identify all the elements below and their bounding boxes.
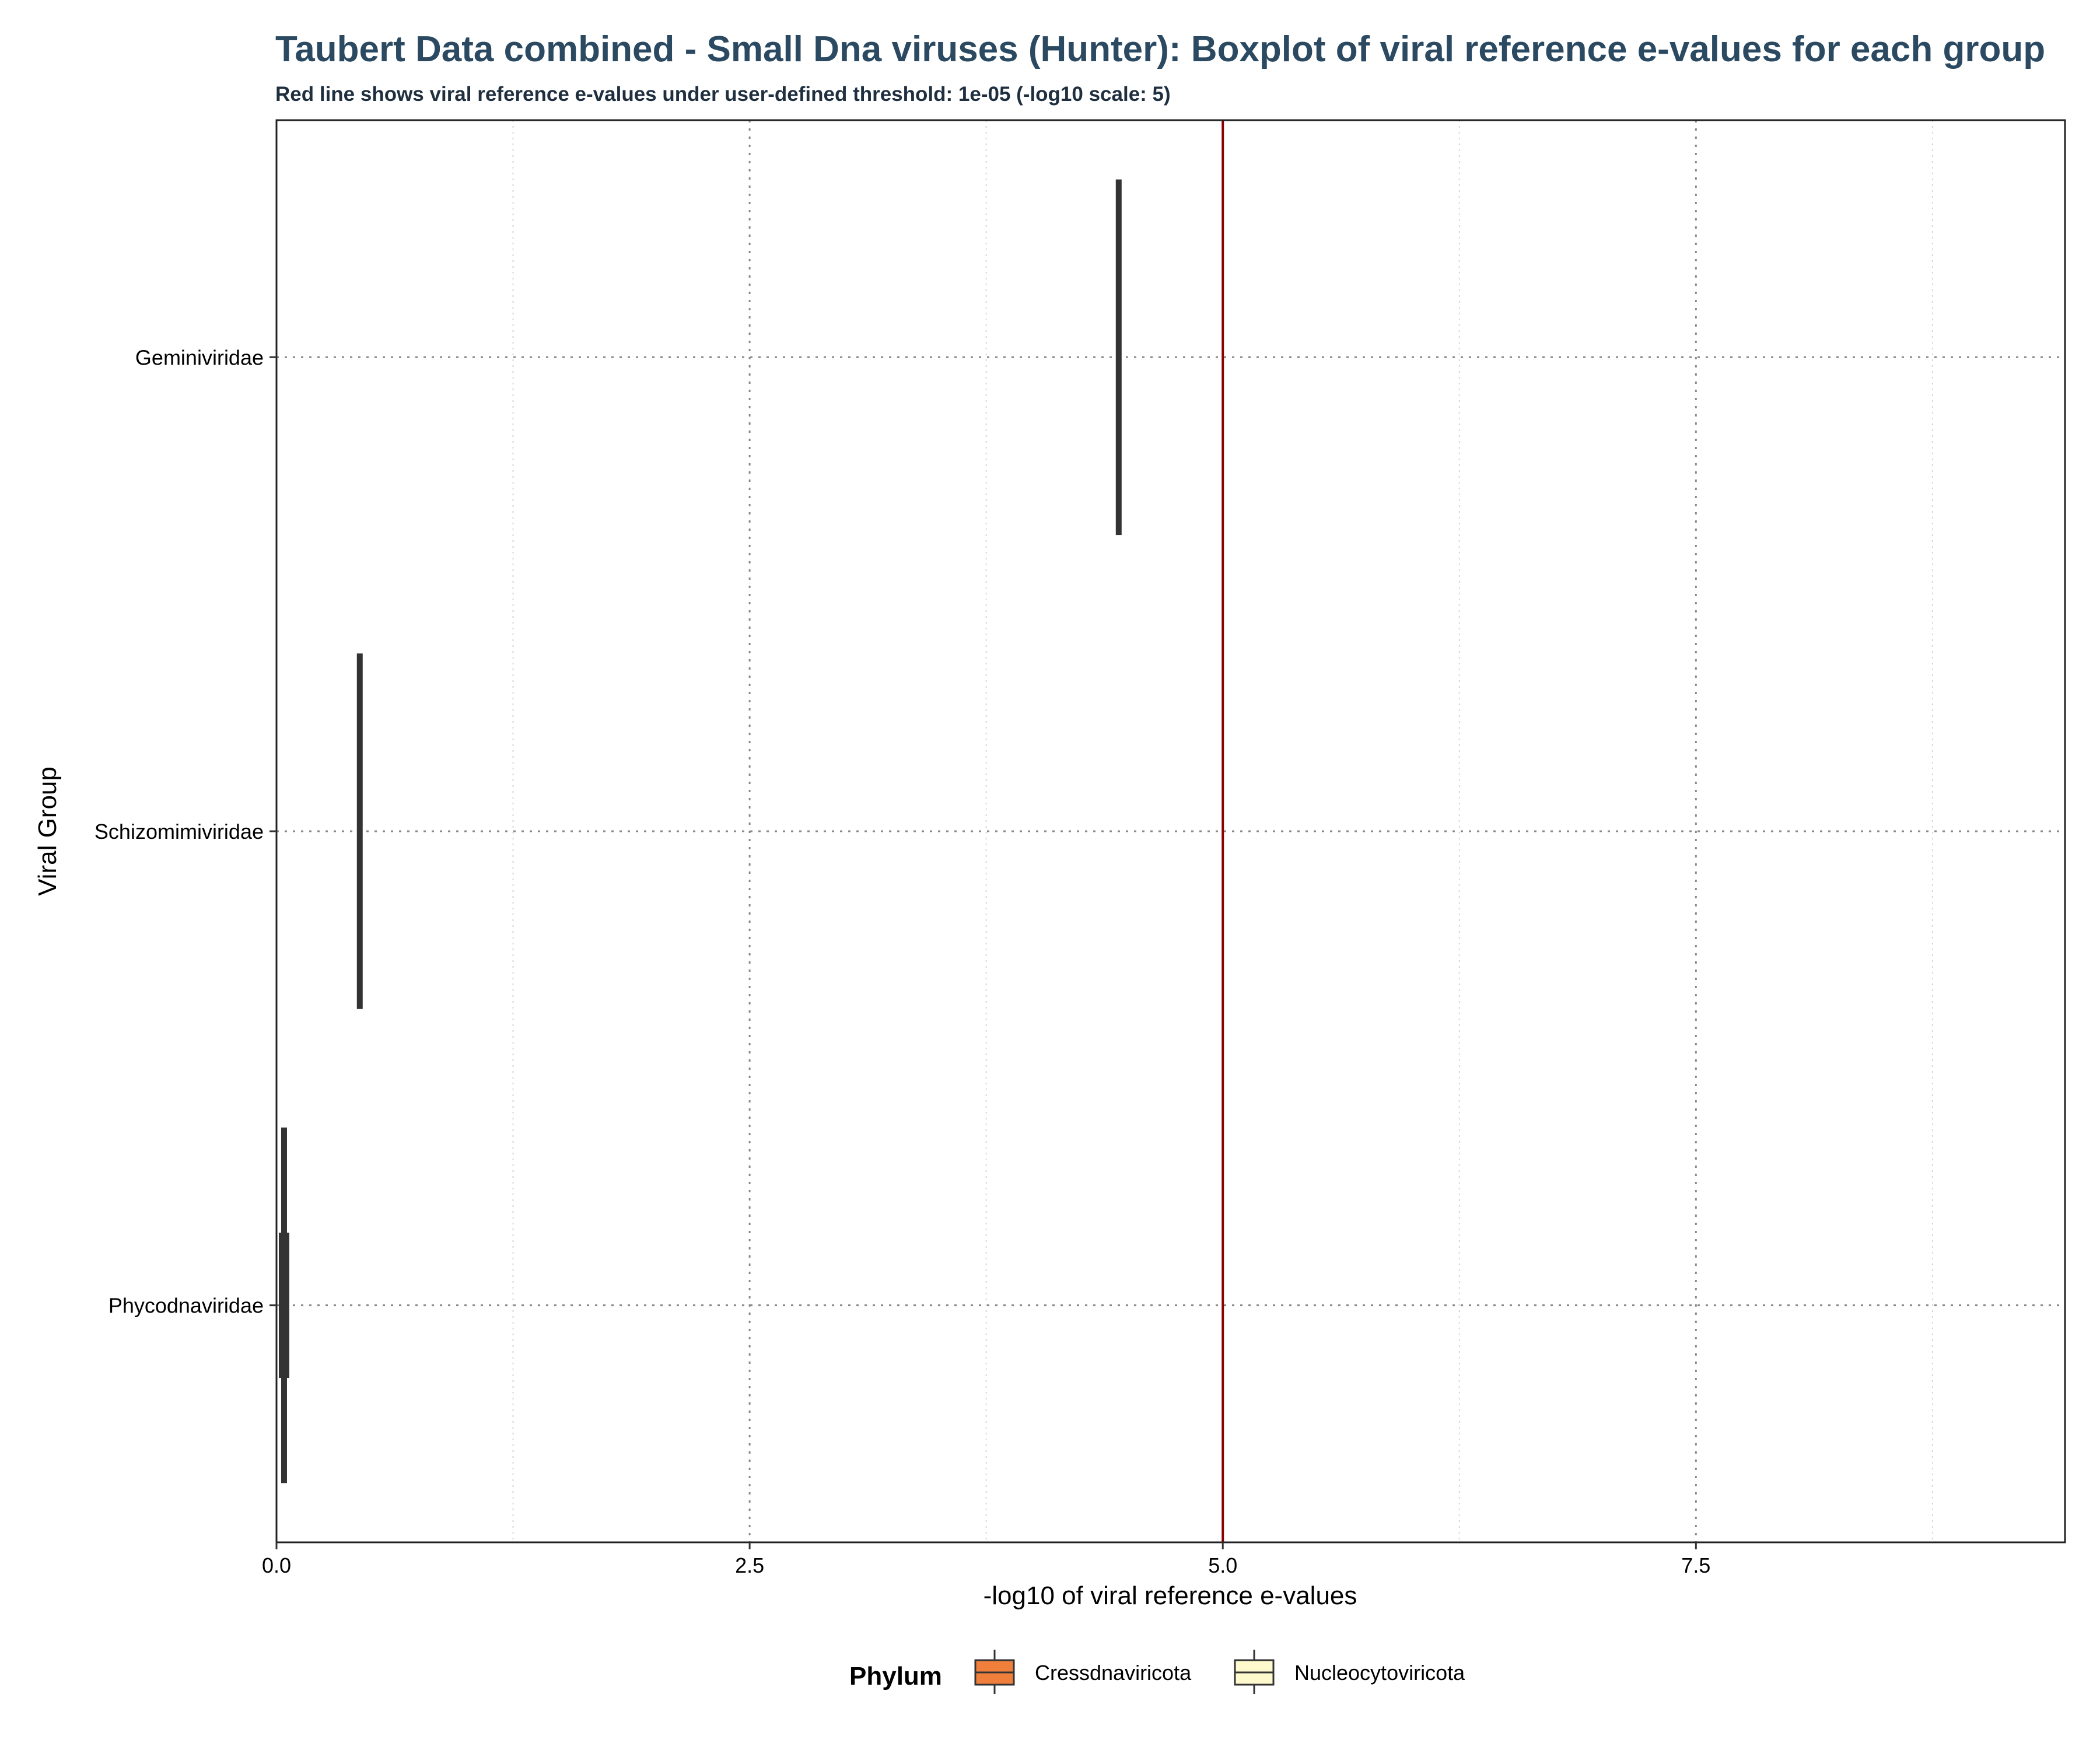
legend-label: Cressdnaviricota (1035, 1661, 1192, 1685)
x-tick-label: 7.5 (1681, 1553, 1710, 1577)
x-tick-label: 0.0 (262, 1553, 291, 1577)
y-tick-label: Geminiviridae (135, 345, 264, 369)
chart-title: Taubert Data combined - Small Dna viruse… (275, 29, 2045, 69)
y-axis-title: Viral Group (33, 766, 62, 896)
plot-background (276, 120, 2065, 1542)
y-tick-label: Schizomimiviridae (94, 820, 264, 844)
x-tick-label: 5.0 (1208, 1553, 1237, 1577)
x-axis-title: -log10 of viral reference e-values (984, 1581, 1357, 1610)
legend-title: Phylum (849, 1662, 942, 1690)
chart-subtitle: Red line shows viral reference e-values … (275, 83, 1171, 106)
y-tick-label: Phycodnaviridae (108, 1294, 264, 1318)
legend-label: Nucleocytoviricota (1294, 1661, 1465, 1685)
x-tick-label: 2.5 (735, 1553, 764, 1577)
plot-area: 0.0 2.5 5.0 7.5 Geminiviridae Schizomimivirid… (94, 119, 2066, 1577)
legend: Phylum Cressdnaviricota Nucleocytoviricota (849, 1650, 1465, 1694)
